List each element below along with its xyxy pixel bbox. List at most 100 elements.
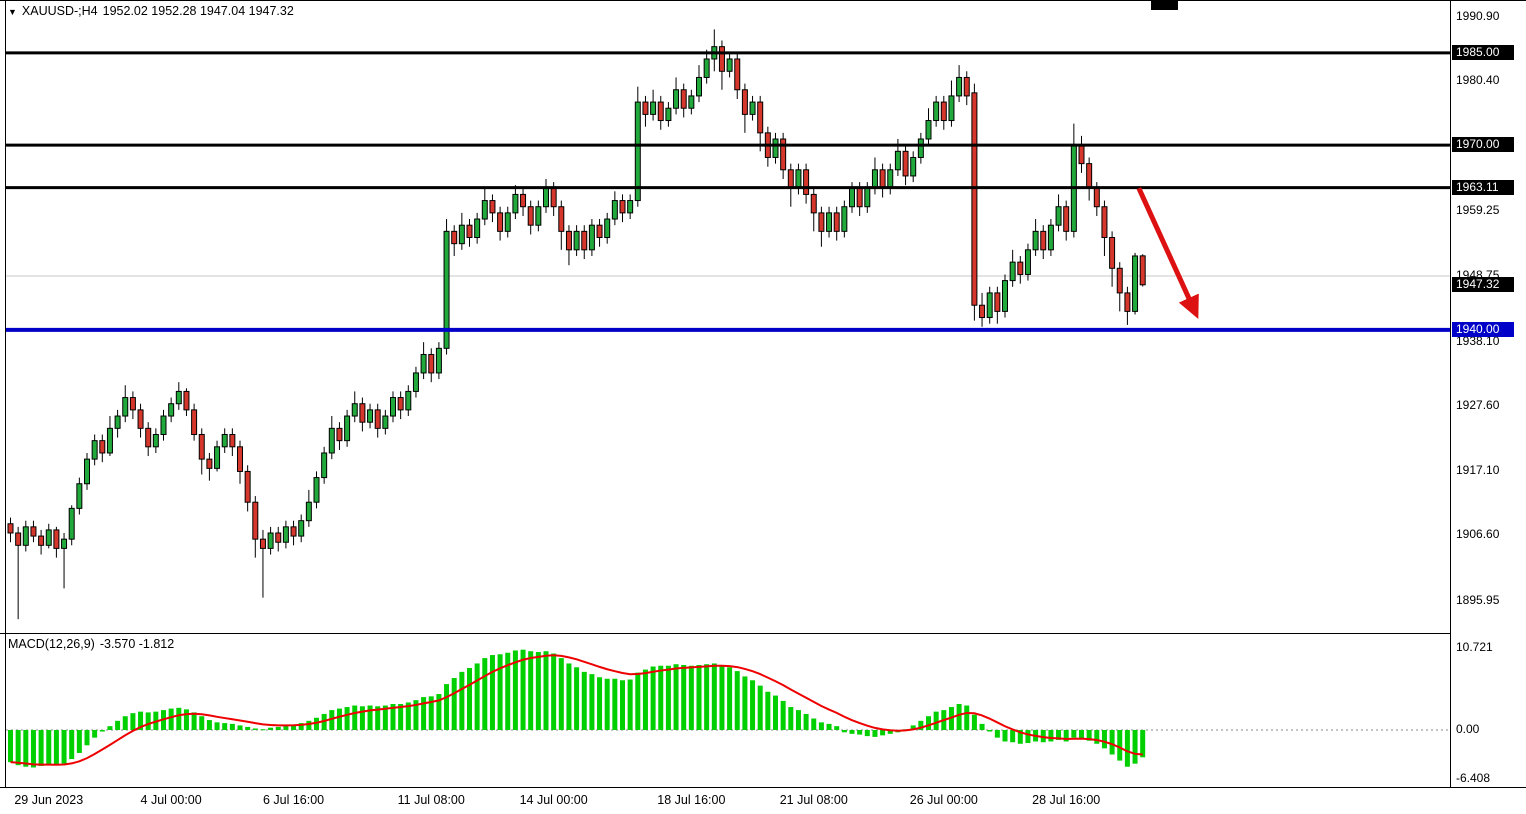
macd-bar [505, 652, 511, 730]
candle-body [412, 372, 419, 392]
macd-bar [145, 712, 151, 730]
chart-header: ▼ XAUUSD-;H4 1952.02 1952.28 1947.04 1947.… [8, 4, 299, 18]
candle-body [780, 138, 787, 171]
macd-bar [1025, 730, 1031, 744]
candle-body [581, 230, 588, 251]
trend-arrow-annotation[interactable] [1136, 187, 1199, 320]
macd-bar [780, 700, 786, 730]
candle-body [818, 212, 825, 232]
candle-body [634, 101, 641, 202]
macd-bar [352, 705, 358, 730]
candle-body [887, 169, 894, 189]
candle-body [152, 434, 159, 448]
macd-bar [176, 707, 182, 730]
candle-body [787, 169, 794, 189]
macd-bar [1079, 730, 1084, 739]
candle-body [206, 458, 213, 469]
candle-body [1009, 261, 1016, 282]
macd-signal-line [10, 654, 1143, 766]
macd-bar [489, 655, 495, 730]
candle-body [160, 415, 167, 436]
macd-bar [773, 695, 778, 730]
candle-body [726, 58, 733, 72]
candle-body [481, 200, 488, 220]
macd-bar [971, 714, 977, 730]
macd-bar [375, 706, 381, 730]
macd-bar [742, 676, 748, 730]
macd-bar [344, 707, 350, 730]
macd-header: MACD(12,26,9) -3.570 -1.812 [8, 637, 179, 651]
candle-body [497, 212, 504, 232]
macd-bar [1071, 730, 1077, 738]
macd-bar [482, 658, 488, 730]
macd-bar [367, 705, 373, 730]
candle-body [474, 218, 481, 239]
candle-body [565, 230, 572, 251]
candle-body [305, 501, 312, 522]
candle-body [214, 446, 221, 469]
candle-body [849, 187, 855, 208]
candle-body [38, 535, 45, 546]
macd-bar [1109, 730, 1115, 755]
macd-bar [191, 712, 197, 730]
macd-bar [910, 725, 916, 730]
candle-body [994, 292, 1001, 312]
macd-bar [390, 703, 396, 730]
candle-body [688, 95, 695, 109]
price-axis[interactable] [1451, 1, 1526, 787]
macd-bar [260, 729, 266, 731]
macd-bar [421, 697, 427, 730]
candle-body [948, 95, 955, 122]
macd-bar [574, 667, 580, 730]
candle-body [917, 138, 924, 158]
chart-shift-marker[interactable] [1151, 1, 1178, 10]
macd-bar [206, 720, 212, 730]
macd-histogram [8, 649, 1146, 768]
macd-bar [826, 723, 832, 730]
macd-bar [604, 678, 610, 730]
candle-body [129, 397, 136, 411]
candle-body [290, 526, 297, 537]
candle-body [259, 538, 266, 549]
candle-body [925, 120, 932, 140]
candle-body [1139, 255, 1146, 286]
candle-body [810, 193, 817, 214]
time-axis[interactable] [0, 788, 1526, 814]
candle-body [443, 230, 450, 349]
candle-body [856, 187, 863, 208]
macd-bar [872, 730, 878, 737]
candle-body [344, 415, 351, 442]
macd-bar [1101, 730, 1107, 749]
collapse-panel-icon[interactable]: ▼ [8, 7, 17, 17]
macd-bar [382, 705, 388, 730]
macd-bar [298, 723, 304, 730]
ohlc-readout: 1952.02 1952.28 1947.04 1947.32 [102, 4, 294, 18]
macd-bar [757, 685, 763, 730]
macd-bar [1056, 730, 1062, 740]
candle-body [894, 150, 901, 171]
candle-body [122, 397, 129, 417]
candle-body [237, 446, 243, 472]
macd-bar [864, 730, 870, 737]
candle-body [420, 353, 427, 374]
macd-bar [857, 730, 863, 735]
candles-series [7, 29, 1146, 620]
candle-body [76, 483, 83, 509]
macd-bar [99, 730, 105, 732]
candle-body [168, 403, 175, 417]
candle-body [588, 224, 595, 251]
candle-body [550, 187, 557, 208]
macd-bar [1124, 730, 1130, 767]
macd-bar [1094, 730, 1100, 744]
macd-bar [306, 720, 312, 730]
macd-bar [283, 725, 289, 730]
candle-body [137, 409, 144, 429]
candle-body [520, 193, 527, 208]
macd-bar [665, 665, 671, 730]
candle-body [910, 156, 917, 177]
macd-bar [1010, 730, 1016, 743]
macd-bar [987, 730, 993, 732]
candle-body [527, 206, 534, 226]
